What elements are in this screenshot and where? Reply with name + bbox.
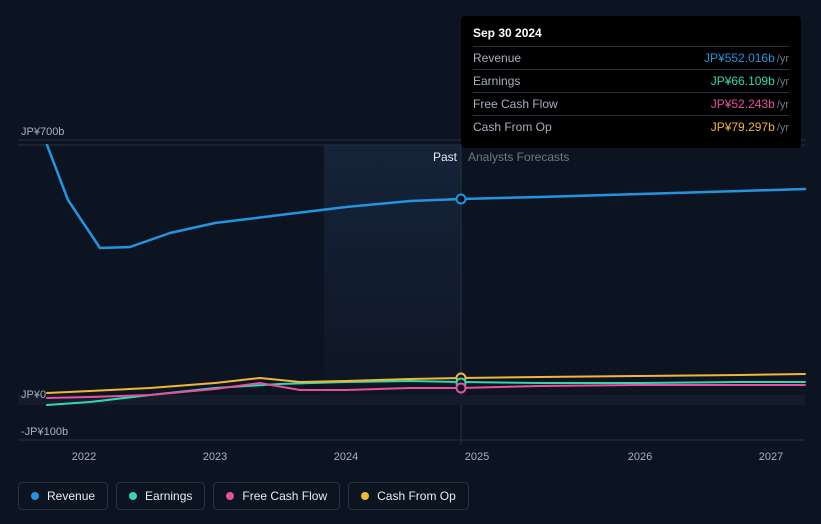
y-tick-label: -JP¥100b — [21, 426, 68, 438]
x-tick-label: 2022 — [72, 451, 96, 463]
marker-revenue — [457, 195, 466, 204]
tooltip-row: Free Cash Flow JP¥52.243b/yr — [473, 92, 789, 115]
tooltip-metric-value: JP¥552.016b — [704, 51, 775, 65]
x-tick-label: 2025 — [465, 451, 489, 463]
marker-fcf — [457, 384, 466, 393]
x-tick-label: 2023 — [203, 451, 227, 463]
tooltip-metric-label: Free Cash Flow — [473, 97, 558, 111]
x-tick-label: 2026 — [628, 451, 652, 463]
tooltip-metric-label: Revenue — [473, 51, 521, 65]
forecast-section-label: Analysts Forecasts — [468, 150, 569, 164]
legend-dot-icon — [129, 492, 137, 500]
tooltip-unit: /yr — [777, 99, 789, 111]
tooltip-unit: /yr — [777, 76, 789, 88]
past-section-label: Past — [433, 150, 457, 164]
financial-chart: JP¥700b JP¥0 -JP¥100b 2022 2023 2024 2025 2026… — [0, 0, 821, 524]
tooltip-row: Revenue JP¥552.016b/yr — [473, 46, 789, 69]
tooltip-row: Cash From Op JP¥79.297b/yr — [473, 115, 789, 138]
legend-item-free-cash-flow[interactable]: Free Cash Flow — [213, 482, 340, 510]
tooltip-metric-value: JP¥79.297b — [711, 120, 775, 134]
tooltip-unit: /yr — [777, 53, 789, 65]
y-tick-label: JP¥700b — [21, 126, 64, 138]
tooltip-metric-value: JP¥52.243b — [711, 97, 775, 111]
legend-item-earnings[interactable]: Earnings — [116, 482, 205, 510]
x-tick-label: 2027 — [759, 451, 783, 463]
tooltip-metric-label: Cash From Op — [473, 120, 552, 134]
legend-dot-icon — [226, 492, 234, 500]
legend-item-cash-from-op[interactable]: Cash From Op — [348, 482, 469, 510]
legend-dot-icon — [31, 492, 39, 500]
legend-label: Cash From Op — [377, 489, 456, 503]
tooltip-date: Sep 30 2024 — [473, 26, 789, 40]
tooltip-metric-value: JP¥66.109b — [711, 74, 775, 88]
x-tick-label: 2024 — [334, 451, 358, 463]
tooltip-metric-label: Earnings — [473, 74, 520, 88]
tooltip-row: Earnings JP¥66.109b/yr — [473, 69, 789, 92]
legend-dot-icon — [361, 492, 369, 500]
chart-legend: Revenue Earnings Free Cash Flow Cash From O… — [18, 482, 469, 510]
legend-item-revenue[interactable]: Revenue — [18, 482, 108, 510]
chart-tooltip: Sep 30 2024 RevenueJP¥552.016b/yrEarning… — [461, 16, 801, 148]
tooltip-unit: /yr — [777, 122, 789, 134]
legend-label: Revenue — [47, 489, 95, 503]
legend-label: Free Cash Flow — [242, 489, 327, 503]
legend-label: Earnings — [145, 489, 192, 503]
y-tick-label: JP¥0 — [21, 389, 46, 401]
